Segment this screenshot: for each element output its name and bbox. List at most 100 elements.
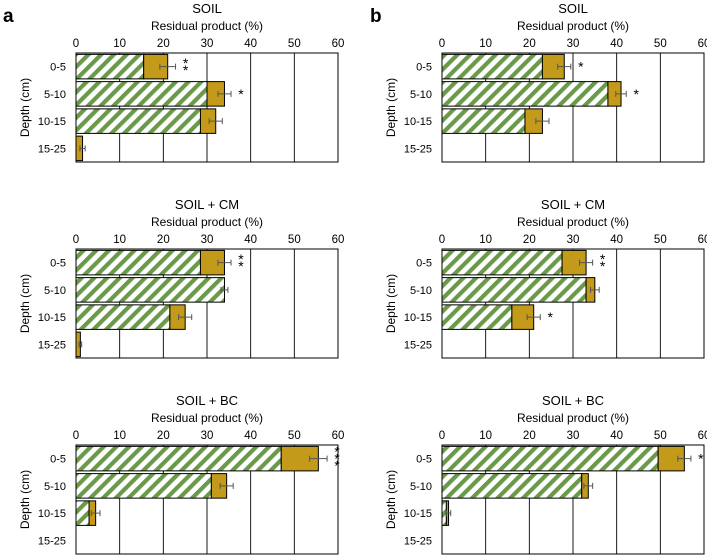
x-tick-label: 0 — [73, 234, 79, 246]
bar-hatched — [441, 108, 526, 134]
panel-label-a: a — [3, 6, 14, 27]
x-tick-label: 40 — [244, 430, 257, 442]
x-tick-label: 30 — [201, 38, 214, 50]
plot-frame — [75, 248, 339, 359]
y-axis-label: Depth (cm) — [18, 78, 32, 137]
x-tick-label: 10 — [479, 430, 492, 442]
bar-hatched — [75, 249, 201, 276]
x-tick-label: 30 — [567, 430, 580, 442]
x-axis-label: Residual product (%) — [517, 215, 629, 229]
y-tick-label: 5-10 — [410, 285, 432, 297]
significance-star: * — [238, 86, 244, 102]
y-tick-label: 0-5 — [416, 258, 432, 270]
x-tick-label: 20 — [157, 234, 170, 246]
x-tick-label: 10 — [479, 234, 492, 246]
bar-hatched — [75, 304, 171, 330]
bar-hatched — [75, 108, 201, 134]
x-tick-label: 30 — [201, 234, 214, 246]
x-tick-label: 20 — [523, 38, 536, 50]
x-axis-label: Residual product (%) — [151, 411, 263, 425]
chart-title: SOIL + BC — [176, 393, 238, 408]
y-tick-label: 10-15 — [38, 508, 66, 520]
x-tick-label: 50 — [288, 234, 301, 246]
chart-3: SOIL + CM Residual product (%) Depth (cm) 0… — [384, 197, 707, 359]
y-axis-label: Depth (cm) — [384, 470, 398, 529]
y-axis-label: Depth (cm) — [18, 274, 32, 333]
x-tick-label: 0 — [439, 430, 445, 442]
significance-star: * — [634, 86, 640, 102]
bar-hatched — [441, 445, 659, 472]
x-tick-label: 10 — [113, 38, 126, 50]
x-tick-label: 40 — [244, 234, 257, 246]
x-tick-label: 50 — [288, 38, 301, 50]
bar-hatched — [75, 53, 145, 80]
x-tick-label: 40 — [610, 38, 623, 50]
chart-title: SOIL + CM — [541, 197, 605, 212]
chart-title: SOIL — [192, 1, 222, 16]
y-tick-label: 15-25 — [404, 339, 432, 351]
y-axis-label: Depth (cm) — [18, 470, 32, 529]
chart-title: SOIL — [558, 1, 588, 16]
bar-hatched — [441, 304, 513, 330]
significance-star: * — [600, 251, 606, 267]
plot-frame — [75, 52, 339, 163]
x-tick-label: 40 — [610, 430, 623, 442]
y-tick-label: 10-15 — [404, 116, 432, 128]
x-tick-label: 40 — [244, 38, 257, 50]
significance-star: * — [238, 258, 244, 274]
x-tick-label: 60 — [332, 38, 345, 50]
plot-frame — [441, 444, 705, 555]
x-tick-label: 50 — [654, 234, 667, 246]
bar-hatched — [441, 53, 543, 80]
significance-star: * — [578, 59, 584, 75]
bar-hatched — [441, 277, 587, 303]
significance-star: * — [334, 451, 340, 467]
x-tick-label: 20 — [523, 234, 536, 246]
y-tick-label: 0-5 — [416, 454, 432, 466]
y-tick-label: 5-10 — [44, 285, 66, 297]
plot-frame — [441, 52, 705, 163]
x-tick-label: 0 — [439, 234, 445, 246]
x-tick-label: 50 — [654, 38, 667, 50]
bar-hatched — [75, 81, 208, 107]
x-tick-label: 30 — [201, 430, 214, 442]
x-tick-label: 20 — [157, 38, 170, 50]
x-axis-label: Residual product (%) — [151, 19, 263, 33]
plot-frame — [441, 248, 705, 359]
significance-star: * — [600, 258, 606, 274]
x-axis-label: Residual product (%) — [151, 215, 263, 229]
x-tick-label: 30 — [567, 38, 580, 50]
y-tick-label: 10-15 — [38, 312, 66, 324]
chart-title: SOIL + BC — [542, 393, 604, 408]
x-tick-label: 60 — [332, 430, 345, 442]
significance-star: * — [548, 309, 554, 325]
bar-hatched — [441, 500, 447, 526]
chart-2: SOIL + CM Residual product (%) Depth (cm) 0… — [18, 197, 344, 359]
x-tick-label: 10 — [113, 430, 126, 442]
bar-hatched — [75, 473, 212, 499]
x-tick-label: 40 — [610, 234, 623, 246]
y-tick-label: 15-25 — [404, 143, 432, 155]
x-tick-label: 10 — [113, 234, 126, 246]
y-tick-label: 0-5 — [50, 454, 66, 466]
y-tick-label: 15-25 — [404, 535, 432, 547]
x-tick-label: 0 — [73, 430, 79, 442]
x-tick-label: 20 — [157, 430, 170, 442]
significance-star: * — [183, 62, 189, 78]
bar-hatched — [441, 249, 563, 276]
significance-star: * — [334, 458, 340, 474]
y-tick-label: 5-10 — [410, 481, 432, 493]
panel-label-b: b — [370, 6, 382, 27]
y-tick-label: 0-5 — [50, 62, 66, 74]
y-tick-label: 15-25 — [38, 143, 66, 155]
bar-hatched — [441, 473, 583, 499]
significance-star: * — [698, 451, 704, 467]
x-tick-label: 50 — [654, 430, 667, 442]
y-tick-label: 10-15 — [38, 116, 66, 128]
plot-frame — [75, 444, 339, 555]
x-tick-label: 20 — [523, 430, 536, 442]
significance-star: * — [238, 251, 244, 267]
x-tick-label: 10 — [479, 38, 492, 50]
x-tick-label: 60 — [698, 38, 707, 50]
